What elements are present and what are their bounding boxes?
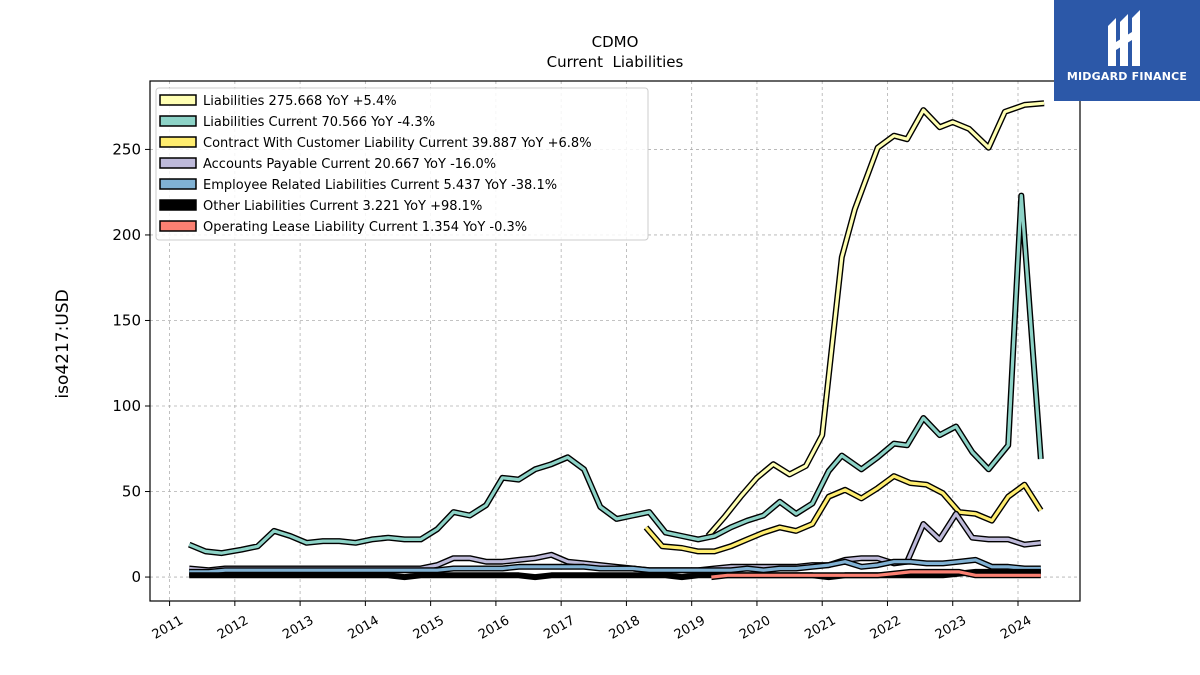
legend-swatch [159,94,197,106]
y-axis: 0 50 100 150 200 250 [112,140,150,586]
x-tick-label: 2011 [150,613,186,643]
series-line-7 [711,570,1041,579]
series-line-2 [188,194,1043,555]
midgard-logo-icon [1108,10,1140,66]
x-tick-label: 2013 [280,613,316,643]
x-tick-label: 2018 [607,613,643,643]
x-tick-label: 2021 [802,613,838,643]
series-line-1 [706,101,1045,538]
brand-logo: MIDGARD FINANCE [1054,0,1200,101]
legend: Liabilities 275.668 YoY +5.4% Liabilities… [155,87,649,241]
legend-label: Operating Lease Liability Current 1.354 … [203,220,527,235]
x-tick-label: 2015 [411,613,447,643]
series-line-3 [644,474,1043,553]
x-axis: 2011 2012 2013 2014 2015 2016 2017 2018 2019 2020… [150,601,1034,643]
legend-swatch [159,199,197,211]
series-outline-1 [705,100,1045,538]
chart-title: CDMO [592,33,639,51]
y-tick-label: 100 [112,397,141,415]
y-axis-label: iso4217:USD [53,289,73,398]
y-tick-label: 50 [122,483,141,501]
y-tick-label: 150 [112,311,141,329]
x-tick-label: 2020 [737,613,773,643]
legend-swatch [159,136,197,148]
series-line-5 [189,558,1041,574]
x-tick-label: 2014 [346,613,382,643]
x-tick-label: 2023 [933,613,969,643]
legend-swatch [159,178,197,190]
y-tick-label: 200 [112,226,141,244]
legend-box [155,87,649,241]
series-lines [188,100,1045,581]
chart-subtitle: Current Liabilities [547,53,684,71]
legend-label: Accounts Payable Current 20.667 YoY -16.… [203,157,496,172]
legend-label: Other Liabilities Current 3.221 YoY +98.… [203,199,482,214]
x-tick-label: 2017 [541,613,577,643]
legend-label: Contract With Customer Liability Current… [203,136,592,151]
x-tick-label: 2022 [868,613,904,643]
legend-swatch [159,115,197,127]
y-tick-label: 250 [112,140,141,158]
x-tick-label: 2012 [215,613,251,643]
plot-frame [149,80,1081,602]
legend-label: Liabilities Current 70.566 YoY -4.3% [203,115,435,130]
series-outline-2 [188,192,1044,557]
x-tick-label: 2016 [476,613,512,643]
y-tick-label: 0 [131,568,141,586]
x-tick-label: 2019 [672,613,708,643]
legend-swatch [159,157,197,169]
legend-label: Liabilities 275.668 YoY +5.4% [203,94,397,109]
legend-label: Employee Related Liabilities Current 5.4… [203,178,557,193]
legend-swatch [159,220,197,232]
x-tick-label: 2024 [998,613,1034,643]
logo-text: MIDGARD FINANCE [1066,70,1188,83]
